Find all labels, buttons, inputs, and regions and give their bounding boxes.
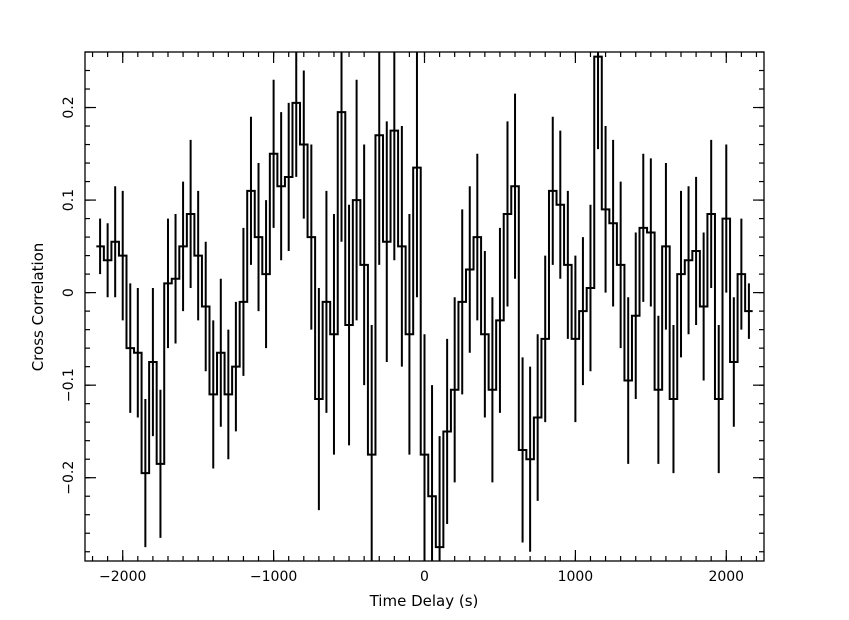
x-tick-label: −1000 — [250, 569, 297, 585]
y-tick-label: 0.1 — [61, 189, 77, 211]
y-tick-label: 0 — [61, 288, 77, 297]
x-axis-label: Time Delay (s) — [369, 592, 479, 610]
y-tick-label: −0.2 — [61, 461, 77, 495]
x-tick-label: −2000 — [99, 569, 146, 585]
series-layer — [96, 52, 753, 561]
y-tick-label: −0.1 — [61, 368, 77, 402]
series-line — [96, 55, 753, 549]
x-tick-label: 1000 — [558, 569, 594, 585]
x-tick-label: 0 — [420, 569, 429, 585]
tick-labels: −2000 −1000 0 1000 2000 −0.2 −0.1 0 0.1 0.2 — [61, 96, 744, 585]
y-axis-label: Cross Correlation — [29, 243, 47, 372]
y-tick-label: 0.2 — [61, 96, 77, 118]
axis-ticks — [85, 51, 764, 561]
x-tick-label: 2000 — [708, 569, 744, 585]
